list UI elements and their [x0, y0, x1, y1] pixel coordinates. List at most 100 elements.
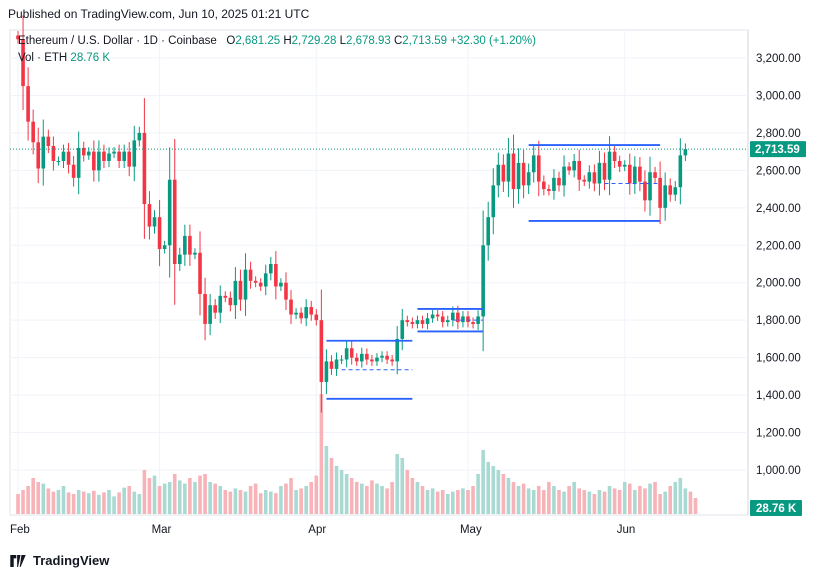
- candle-body: [557, 177, 561, 186]
- volume-bar: [577, 488, 582, 514]
- candle-body: [612, 151, 617, 161]
- candle-body: [673, 187, 678, 195]
- volume-bar: [127, 486, 132, 514]
- volume-bar: [198, 475, 202, 514]
- candle-body: [461, 316, 465, 323]
- candle-body: [127, 151, 132, 167]
- candle-body: [233, 280, 238, 306]
- volume-bar: [683, 488, 688, 514]
- volume-bar: [71, 494, 76, 514]
- candle-body: [56, 161, 61, 162]
- volume-bar: [456, 490, 460, 514]
- volume-bar: [435, 491, 440, 514]
- candle-body: [380, 355, 384, 358]
- volume-bar: [375, 483, 379, 514]
- candle-body: [562, 166, 566, 186]
- x-tick-label: May: [460, 524, 482, 536]
- volume-bar: [334, 466, 339, 514]
- volume-bar: [552, 486, 556, 514]
- candle-body: [248, 269, 253, 281]
- candle-body: [167, 179, 172, 246]
- volume-bar: [263, 490, 268, 514]
- volume-label[interactable]: Vol · ETH: [18, 52, 68, 64]
- candle-body: [188, 235, 192, 255]
- volume-bar: [299, 488, 303, 514]
- candle-body: [238, 280, 243, 300]
- volume-bar: [203, 474, 207, 514]
- candle-body: [349, 348, 354, 358]
- volume-bar: [476, 474, 480, 514]
- candle-body: [289, 299, 293, 315]
- volume-bar: [597, 490, 602, 514]
- change-value: +32.30 (+1.20%): [450, 35, 536, 47]
- volume-bar: [142, 470, 147, 514]
- candle-body: [592, 172, 597, 184]
- candle-body: [71, 164, 76, 178]
- volume-bar: [612, 488, 617, 514]
- candle-body: [521, 162, 526, 186]
- volume-bar: [673, 482, 678, 514]
- volume-bar: [289, 478, 293, 514]
- volume-bar: [279, 486, 283, 514]
- volume-bar: [157, 486, 162, 514]
- volume-bar: [304, 486, 308, 514]
- volume-bar: [486, 462, 491, 514]
- candle-body: [193, 252, 197, 255]
- low-value: 2,678.93: [346, 35, 391, 47]
- volume-bar: [643, 488, 647, 514]
- candle-body: [456, 312, 460, 323]
- last-volume-tag: [750, 500, 802, 516]
- volume-bar: [405, 470, 410, 514]
- volume-legend: Vol · ETH 28.76 K: [18, 52, 110, 64]
- symbol-name[interactable]: Ethereum / U.S. Dollar · 1D · Coinbase: [18, 35, 217, 47]
- candle-body: [147, 204, 152, 227]
- volume-bar: [557, 490, 561, 514]
- candle-body: [102, 151, 106, 161]
- candle-body: [354, 357, 359, 362]
- candle-body: [466, 316, 470, 323]
- volume-bar: [172, 474, 177, 514]
- high-label: H: [283, 35, 292, 47]
- last-price-tag: [750, 141, 806, 158]
- candle-body: [567, 166, 571, 171]
- candle-body: [137, 132, 142, 141]
- volume-bar: [51, 491, 56, 514]
- volume-bar: [648, 483, 652, 514]
- volume-bar: [117, 492, 121, 514]
- volume-bar: [395, 454, 399, 514]
- volume-bar: [66, 492, 71, 514]
- volume-bar: [61, 486, 66, 514]
- candle-body: [284, 282, 288, 300]
- candle-body: [653, 172, 657, 178]
- volume-bar: [587, 491, 592, 514]
- candle-body: [587, 172, 592, 182]
- candle-body: [440, 316, 445, 323]
- volume-bar: [354, 482, 359, 514]
- candle-body: [577, 161, 582, 180]
- candle-body: [309, 307, 314, 315]
- volume-bar: [688, 491, 693, 514]
- volume-bar: [269, 491, 273, 514]
- ohlc-legend: Ethereum / U.S. Dollar · 1D · Coinbase O…: [18, 35, 536, 47]
- volume-bar: [253, 483, 258, 514]
- candle-body: [430, 314, 435, 319]
- candle-body: [274, 264, 278, 287]
- y-tick-label: 2,600.00: [756, 165, 801, 177]
- candle-body: [360, 353, 364, 362]
- volume-bar: [567, 486, 571, 514]
- tradingview-footer[interactable]: TradingView: [8, 553, 109, 568]
- candle-body: [243, 269, 248, 300]
- tradingview-brand: TradingView: [33, 553, 110, 568]
- candle-body: [531, 155, 536, 173]
- volume-value: 28.76 K: [70, 52, 111, 64]
- volume-bar: [547, 482, 551, 514]
- volume-bar: [41, 483, 46, 514]
- candle-body: [425, 318, 430, 324]
- candle-body: [51, 146, 56, 161]
- candle-body: [435, 314, 440, 317]
- volume-bar: [678, 478, 683, 514]
- y-tick-label: 2,400.00: [756, 203, 801, 215]
- candle-body: [66, 151, 71, 165]
- volume-bar: [607, 486, 612, 514]
